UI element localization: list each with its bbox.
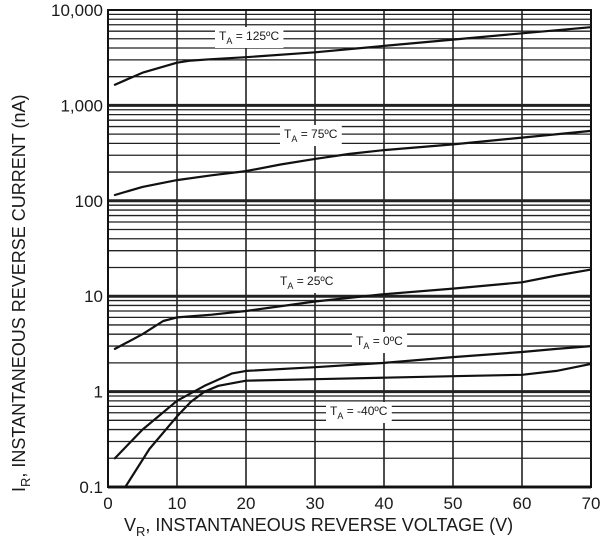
series-line [113,268,593,350]
y-tick-label: 100 [75,192,103,211]
x-tick-label: 20 [237,494,256,513]
x-axis-title: VR, INSTANTANEOUS REVERSE VOLTAGE (V) [124,515,513,539]
series-group [113,26,593,489]
series-labels: TA = 125ºC TA = 75ºC TA = 25ºC TA = 0ºC TA =… [215,27,408,423]
series-line [113,129,593,197]
plot-frame [107,9,592,488]
series-line [124,362,593,489]
series-label-text: TA = 25ºC [280,274,334,291]
y-tick-label: 1 [94,383,103,402]
series-line [113,26,593,86]
y-tick-label: 0.1 [79,478,103,497]
series-label-text: TA = 0ºC [356,334,403,351]
x-tick-label: 30 [306,494,325,513]
x-tick-label: 10 [168,494,187,513]
y-axis-title: IR, INSTANTANEOUS REVERSE CURRENT (nA) [9,95,33,492]
series-label-text: TA = 125ºC [219,29,279,46]
x-tick-label: 0 [103,494,112,513]
y-tick-label: 10 [84,287,103,306]
x-tick-label: 60 [513,494,532,513]
series-label-text: TA = -40ºC [330,404,388,421]
series-label-background [326,402,392,423]
series-label-background [280,125,342,146]
series-label: TA = 125ºC [215,27,284,48]
x-tick-label: 50 [444,494,463,513]
series-line [113,345,593,460]
series-label-background [215,27,284,48]
y-tick-label: 10,000 [51,1,103,20]
x-tick-label: 40 [375,494,394,513]
series-label-text: TA = 75ºC [284,127,338,144]
y-tick-label: 1,000 [60,96,103,115]
series-label-background [276,272,338,293]
series-label: TA = 25ºC [276,272,338,293]
series-label-background [352,332,408,353]
tick-labels: 0 10 20 30 40 50 60 70 0.1 1 10 100 1,000 10,000 [51,1,600,513]
x-tick-label: 70 [582,494,601,513]
series-label: TA = -40ºC [326,402,392,423]
series-label: TA = 75ºC [280,125,342,146]
series-label: TA = 0ºC [352,332,408,353]
